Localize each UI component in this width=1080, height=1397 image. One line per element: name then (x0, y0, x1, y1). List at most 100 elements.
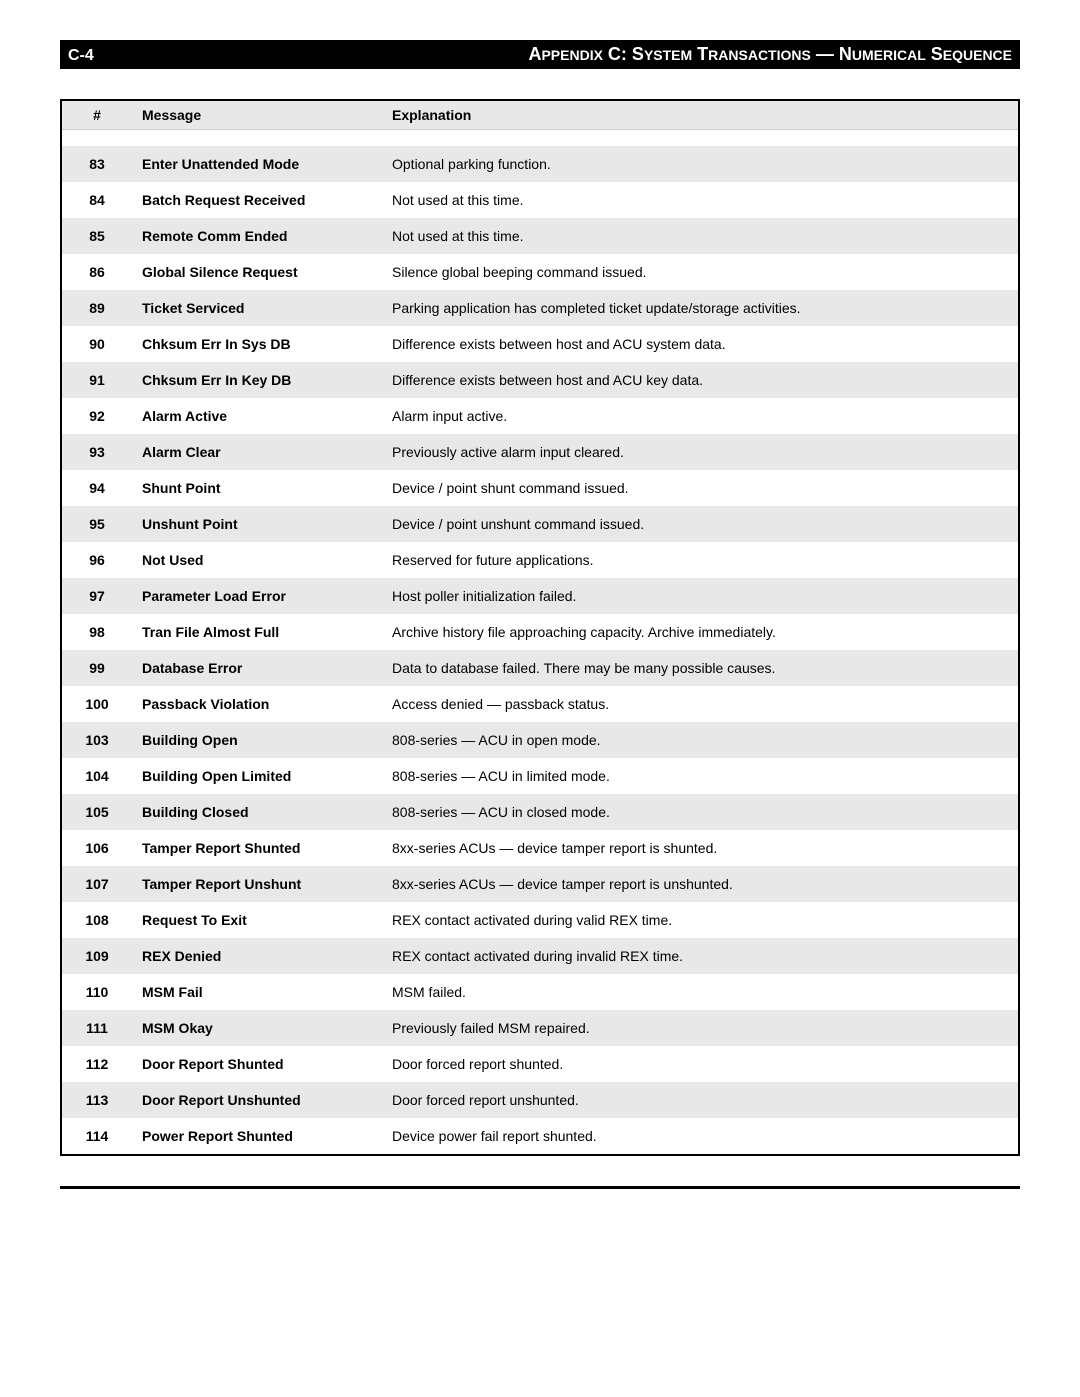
row-message: Global Silence Request (132, 254, 382, 290)
table-row: 85Remote Comm EndedNot used at this time… (62, 218, 1018, 254)
table-row: 96Not UsedReserved for future applicatio… (62, 542, 1018, 578)
row-message: Alarm Active (132, 398, 382, 434)
page-number: C-4 (68, 47, 94, 65)
table-row: 91Chksum Err In Key DBDifference exists … (62, 362, 1018, 398)
row-explanation: Reserved for future applications. (382, 542, 1018, 578)
row-number: 103 (62, 722, 132, 758)
row-message: Passback Violation (132, 686, 382, 722)
row-explanation: 808-series — ACU in open mode. (382, 722, 1018, 758)
row-explanation: Not used at this time. (382, 218, 1018, 254)
row-number: 93 (62, 434, 132, 470)
table-row: 105Building Closed808-series — ACU in cl… (62, 794, 1018, 830)
row-message: Chksum Err In Key DB (132, 362, 382, 398)
row-explanation: REX contact activated during valid REX t… (382, 902, 1018, 938)
row-explanation: MSM failed. (382, 974, 1018, 1010)
row-explanation: Optional parking function. (382, 146, 1018, 182)
table-row: 104Building Open Limited808-series — ACU… (62, 758, 1018, 794)
row-number: 83 (62, 146, 132, 182)
row-message: MSM Fail (132, 974, 382, 1010)
row-message: Building Closed (132, 794, 382, 830)
row-message: Tamper Report Shunted (132, 830, 382, 866)
row-message: Door Report Shunted (132, 1046, 382, 1082)
row-explanation: 8xx-series ACUs — device tamper report i… (382, 830, 1018, 866)
row-number: 106 (62, 830, 132, 866)
table-row: 110MSM FailMSM failed. (62, 974, 1018, 1010)
row-message: Shunt Point (132, 470, 382, 506)
row-number: 109 (62, 938, 132, 974)
col-header-message: Message (132, 101, 382, 130)
row-message: Enter Unattended Mode (132, 146, 382, 182)
col-header-explanation: Explanation (382, 101, 1018, 130)
row-explanation: Device / point unshunt command issued. (382, 506, 1018, 542)
row-message: Building Open Limited (132, 758, 382, 794)
row-number: 110 (62, 974, 132, 1010)
table-row: 95Unshunt PointDevice / point unshunt co… (62, 506, 1018, 542)
row-explanation: Previously active alarm input cleared. (382, 434, 1018, 470)
row-explanation: Device / point shunt command issued. (382, 470, 1018, 506)
table-spacer-row (62, 130, 1018, 147)
table-row: 98Tran File Almost FullArchive history f… (62, 614, 1018, 650)
table-row: 113Door Report UnshuntedDoor forced repo… (62, 1082, 1018, 1118)
row-message: Tamper Report Unshunt (132, 866, 382, 902)
row-number: 86 (62, 254, 132, 290)
table-row: 89Ticket ServicedParking application has… (62, 290, 1018, 326)
row-explanation: Difference exists between host and ACU s… (382, 326, 1018, 362)
transactions-table: # Message Explanation 83Enter Unattended… (62, 101, 1018, 1154)
table-row: 114Power Report ShuntedDevice power fail… (62, 1118, 1018, 1154)
table-row: 107Tamper Report Unshunt8xx-series ACUs … (62, 866, 1018, 902)
row-message: Building Open (132, 722, 382, 758)
row-number: 97 (62, 578, 132, 614)
row-message: Batch Request Received (132, 182, 382, 218)
row-message: Unshunt Point (132, 506, 382, 542)
row-message: Door Report Unshunted (132, 1082, 382, 1118)
table-row: 83Enter Unattended ModeOptional parking … (62, 146, 1018, 182)
row-explanation: Difference exists between host and ACU k… (382, 362, 1018, 398)
row-number: 107 (62, 866, 132, 902)
header-title: APPENDIX C: SYSTEM TRANSACTIONS — NUMERI… (528, 44, 1012, 65)
table-header-row: # Message Explanation (62, 101, 1018, 130)
row-message: Tran File Almost Full (132, 614, 382, 650)
row-message: Power Report Shunted (132, 1118, 382, 1154)
row-number: 104 (62, 758, 132, 794)
table-row: 112Door Report ShuntedDoor forced report… (62, 1046, 1018, 1082)
table-row: 86Global Silence RequestSilence global b… (62, 254, 1018, 290)
row-number: 95 (62, 506, 132, 542)
row-message: MSM Okay (132, 1010, 382, 1046)
row-number: 99 (62, 650, 132, 686)
row-number: 96 (62, 542, 132, 578)
row-explanation: 8xx-series ACUs — device tamper report i… (382, 866, 1018, 902)
table-row: 94Shunt PointDevice / point shunt comman… (62, 470, 1018, 506)
row-message: Remote Comm Ended (132, 218, 382, 254)
row-message: Chksum Err In Sys DB (132, 326, 382, 362)
row-explanation: Door forced report unshunted. (382, 1082, 1018, 1118)
table-row: 99Database ErrorData to database failed.… (62, 650, 1018, 686)
row-number: 113 (62, 1082, 132, 1118)
transactions-table-wrap: # Message Explanation 83Enter Unattended… (60, 99, 1020, 1156)
col-header-number: # (62, 101, 132, 130)
row-number: 112 (62, 1046, 132, 1082)
row-explanation: Parking application has completed ticket… (382, 290, 1018, 326)
row-explanation: Device power fail report shunted. (382, 1118, 1018, 1154)
row-message: Alarm Clear (132, 434, 382, 470)
row-message: Ticket Serviced (132, 290, 382, 326)
row-message: REX Denied (132, 938, 382, 974)
row-explanation: Not used at this time. (382, 182, 1018, 218)
row-explanation: Host poller initialization failed. (382, 578, 1018, 614)
row-explanation: Door forced report shunted. (382, 1046, 1018, 1082)
row-explanation: REX contact activated during invalid REX… (382, 938, 1018, 974)
table-row: 93Alarm ClearPreviously active alarm inp… (62, 434, 1018, 470)
table-row: 108Request To ExitREX contact activated … (62, 902, 1018, 938)
row-number: 100 (62, 686, 132, 722)
row-explanation: Previously failed MSM repaired. (382, 1010, 1018, 1046)
row-message: Not Used (132, 542, 382, 578)
row-explanation: Data to database failed. There may be ma… (382, 650, 1018, 686)
row-explanation: Access denied — passback status. (382, 686, 1018, 722)
row-number: 89 (62, 290, 132, 326)
table-row: 90Chksum Err In Sys DBDifference exists … (62, 326, 1018, 362)
row-number: 91 (62, 362, 132, 398)
table-row: 103Building Open808-series — ACU in open… (62, 722, 1018, 758)
row-number: 111 (62, 1010, 132, 1046)
row-explanation: Archive history file approaching capacit… (382, 614, 1018, 650)
row-explanation: Silence global beeping command issued. (382, 254, 1018, 290)
row-number: 90 (62, 326, 132, 362)
